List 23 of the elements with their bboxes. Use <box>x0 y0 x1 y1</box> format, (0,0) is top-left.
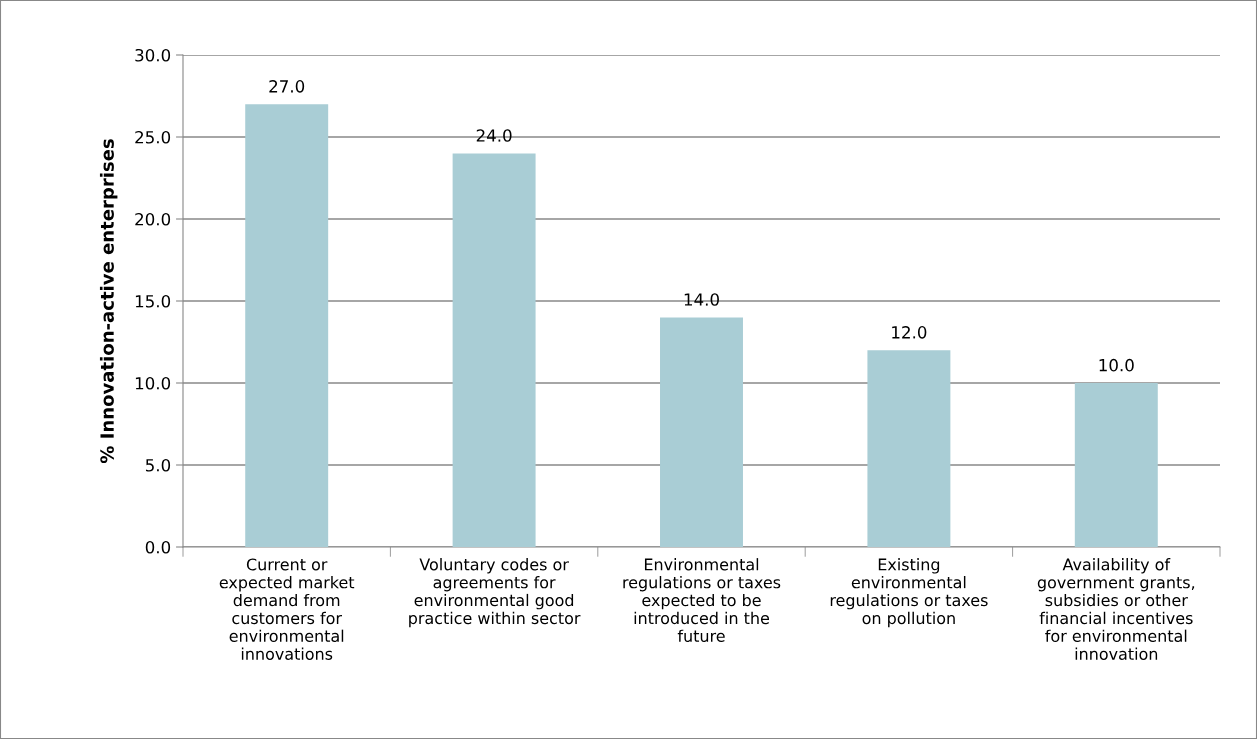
y-tick-label: 10.0 <box>135 376 171 390</box>
bar <box>452 153 536 547</box>
bar <box>867 350 951 547</box>
y-tick-label: 25.0 <box>135 130 171 144</box>
data-label: 24.0 <box>476 129 512 142</box>
x-tick-label: Availability of government grants, subsidies or other financial incentives for environmental innovation <box>1037 558 1195 660</box>
x-tick-label: Existing environmental regulations or taxes on pollution <box>830 558 988 628</box>
data-label: 10.0 <box>1099 358 1134 372</box>
y-tick-label: 30.0 <box>135 48 171 62</box>
data-label: 12.0 <box>892 326 927 339</box>
y-axis-title: % Innovation-active enterprises <box>99 139 118 464</box>
x-tick-label: Voluntary codes or agreements for environmental good practice within sector <box>409 558 581 628</box>
bar <box>245 104 329 547</box>
data-label: 27.0 <box>269 80 305 93</box>
y-tick-label: 5.0 <box>145 458 171 472</box>
x-tick-label: Environmental regulations or taxes expected to be introduced in the future <box>623 558 781 643</box>
bar <box>660 317 743 547</box>
y-tick-label: 0.0 <box>145 540 171 554</box>
data-label: 14.0 <box>684 293 719 306</box>
y-tick-label: 20.0 <box>135 212 171 226</box>
y-tick-label: 15.0 <box>135 294 171 308</box>
bar <box>1074 383 1158 547</box>
x-tick-label: Current or expected market demand from customers for environmental innovations <box>219 558 355 660</box>
